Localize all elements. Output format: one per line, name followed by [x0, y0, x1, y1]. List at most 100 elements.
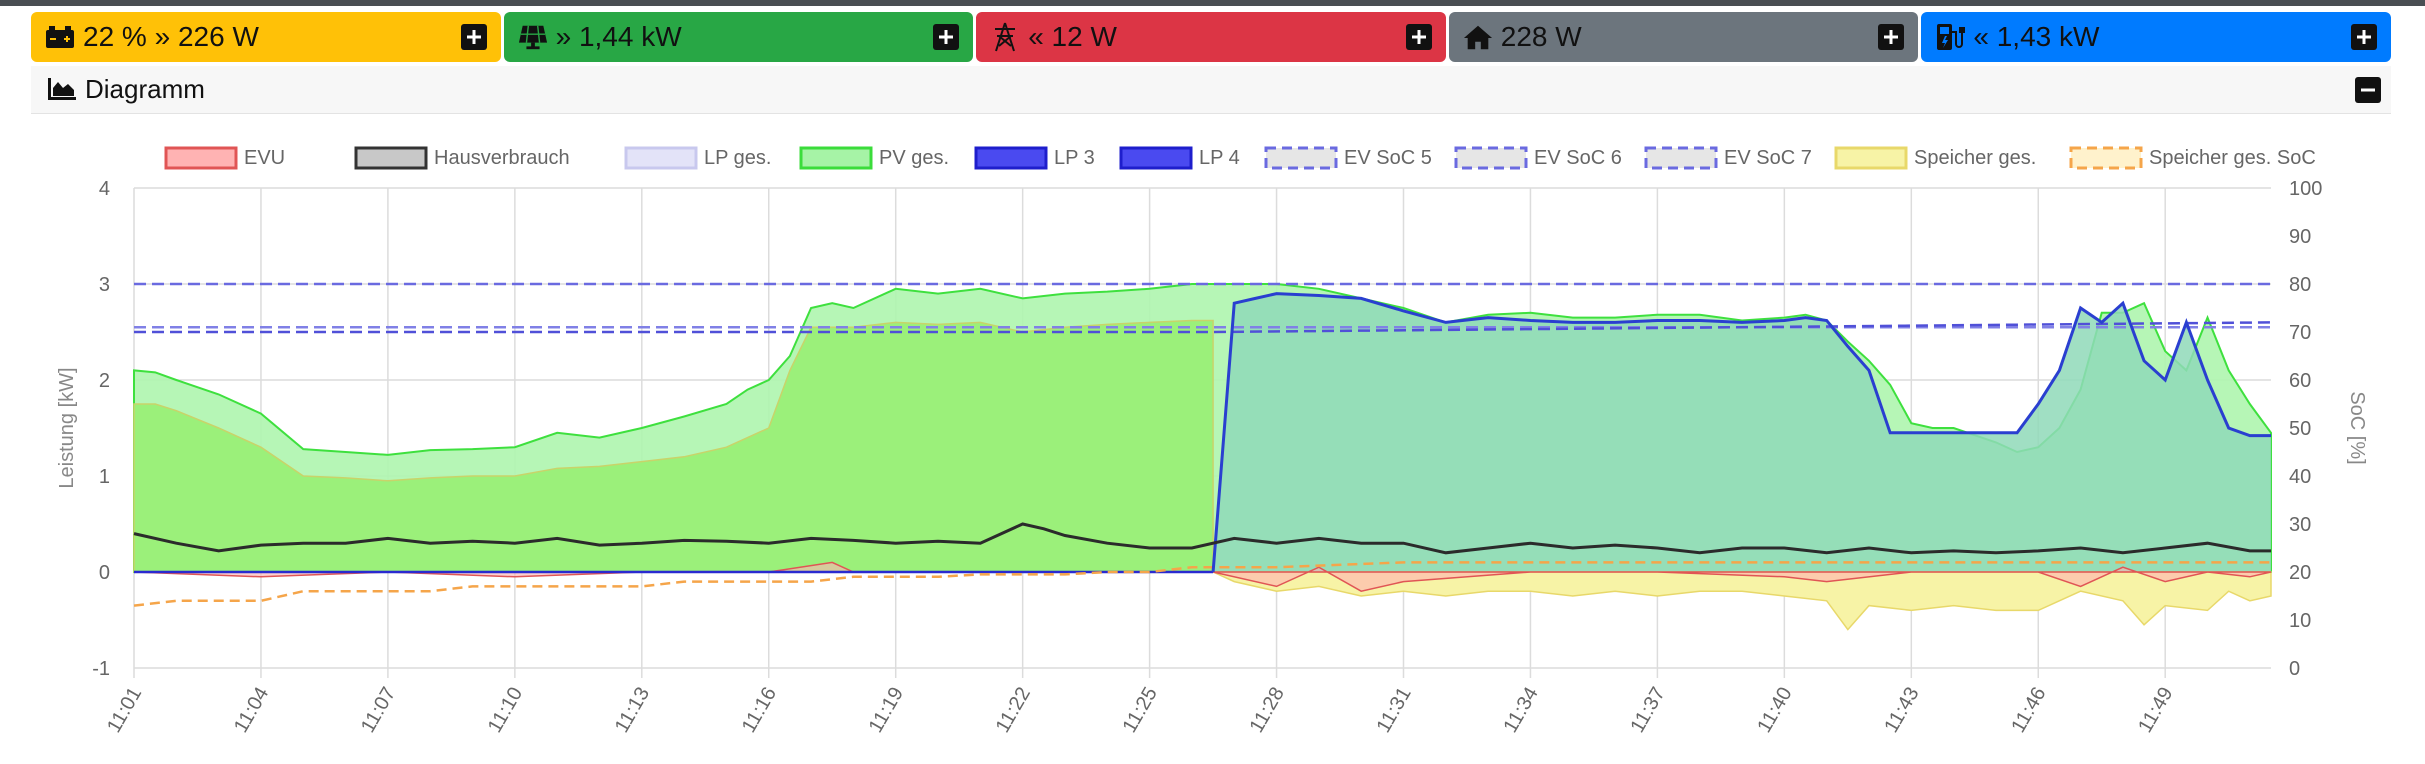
- y-tick-label: 2: [99, 370, 110, 392]
- legend-label: Speicher ges.: [1914, 147, 2036, 169]
- y-tick-label: 0: [99, 562, 110, 584]
- legend-item[interactable]: LP 4: [1119, 146, 1240, 170]
- legend-item[interactable]: EVU: [164, 146, 285, 170]
- legend-label: PV ges.: [879, 147, 949, 169]
- solar-panel-icon: [518, 22, 548, 52]
- y-tick-label: 3: [99, 274, 110, 296]
- legend-swatch: [799, 146, 873, 170]
- hausverbrauch-line: [133, 522, 2271, 555]
- plus-icon[interactable]: [1405, 24, 1432, 50]
- chart-lines: [133, 282, 2272, 607]
- legend-swatch: [354, 146, 428, 170]
- status-tiles: 22 % » 226 W » 1,44 kW « 12 W 228 W « 1,…: [31, 12, 2391, 62]
- legend-item[interactable]: LP 3: [974, 146, 1095, 170]
- legend-item[interactable]: EV SoC 6: [1454, 146, 1622, 170]
- legend-swatch: [624, 146, 698, 170]
- legend-swatch: [1644, 146, 1718, 170]
- storage-area: [1212, 571, 2272, 631]
- lp-3-line: [1211, 292, 2271, 573]
- x-tick-label: 11:34: [1499, 684, 1542, 737]
- x-tick-label: 11:37: [1626, 684, 1669, 737]
- grid-tile[interactable]: « 12 W: [976, 12, 1446, 62]
- legend-item[interactable]: LP ges.: [624, 146, 771, 170]
- x-tick-label: 11:16: [738, 684, 781, 737]
- chargepoint-tile[interactable]: « 1,43 kW: [1921, 12, 2391, 62]
- legend-item[interactable]: PV ges.: [799, 146, 949, 170]
- x-tick-label: 11:13: [611, 684, 654, 737]
- y2-tick-label: 0: [2289, 658, 2300, 680]
- y2-tick-label: 10: [2289, 610, 2311, 632]
- y2-tick-label: 30: [2289, 514, 2311, 536]
- x-tick-label: 11:10: [484, 684, 527, 737]
- x-tick-label: 11:43: [1880, 684, 1923, 737]
- x-tick-label: 11:49: [2134, 684, 2177, 737]
- chart-area: EVU Hausverbrauch LP ges. PV ges. LP 3 LP 4 EV…: [31, 130, 2391, 759]
- house-value: 228 W: [1500, 21, 1582, 52]
- x-tick-label: 11:28: [1246, 684, 1289, 737]
- y2-tick-label: 20: [2289, 562, 2311, 584]
- legend-item[interactable]: Speicher ges.: [1834, 146, 2036, 170]
- x-tick-label: 11:19: [865, 684, 908, 737]
- legend-swatch: [1119, 146, 1193, 170]
- pv-inner-area: [133, 319, 1214, 573]
- y2-tick-label: 90: [2289, 226, 2311, 248]
- x-tick-label: 11:04: [230, 684, 273, 737]
- legend-label: EV SoC 6: [1534, 147, 1622, 169]
- y-tick-label: -1: [92, 658, 110, 680]
- y2-tick-label: 100: [2289, 178, 2322, 200]
- legend-label: Hausverbrauch: [434, 147, 570, 169]
- power-chart: EVU Hausverbrauch LP ges. PV ges. LP 3 LP 4 EV…: [56, 146, 2368, 737]
- legend-label: LP 4: [1199, 147, 1240, 169]
- x-tick-label: 11:31: [1372, 684, 1415, 737]
- lp-area: [1213, 293, 2271, 572]
- pv-tile[interactable]: » 1,44 kW: [503, 12, 974, 62]
- y2-tick-label: 80: [2289, 274, 2311, 296]
- x-tick-label: 11:22: [992, 684, 1035, 737]
- y-axis-label: Leistung [kW]: [56, 367, 78, 488]
- legend-item[interactable]: Hausverbrauch: [354, 146, 570, 170]
- chart-card-header: Diagramm: [31, 66, 2391, 114]
- plus-icon[interactable]: [933, 24, 960, 50]
- x-tick-label: 11:40: [1753, 684, 1796, 737]
- legend-swatch: [2069, 146, 2143, 170]
- battery-value: 22 % » 226 W: [83, 21, 259, 52]
- top-bar: [0, 0, 2425, 6]
- legend-swatch: [974, 146, 1048, 170]
- y2-axis-label: SoC [%]: [2346, 391, 2368, 464]
- legend-label: EV SoC 7: [1724, 147, 1812, 169]
- storage-soc-line: [133, 561, 2271, 607]
- legend-swatch: [1454, 146, 1528, 170]
- legend-swatch: [164, 146, 238, 170]
- collapse-icon[interactable]: [2355, 77, 2381, 103]
- chart-legend: EVU Hausverbrauch LP ges. PV ges. LP 3 LP 4 EV…: [164, 146, 2316, 170]
- battery-tile[interactable]: 22 % » 226 W: [31, 12, 501, 62]
- legend-label: Speicher ges. SoC: [2149, 147, 2316, 169]
- legend-label: LP ges.: [704, 147, 771, 169]
- house-icon: [1463, 22, 1493, 52]
- house-tile[interactable]: 228 W: [1448, 12, 1919, 62]
- plus-icon[interactable]: [460, 24, 487, 50]
- legend-label: LP 3: [1054, 147, 1095, 169]
- legend-label: EV SoC 5: [1344, 147, 1432, 169]
- battery-icon: [45, 22, 75, 52]
- pv-value: » 1,44 kW: [555, 21, 682, 52]
- y2-tick-label: 50: [2289, 418, 2311, 440]
- y2-tick-label: 70: [2289, 322, 2311, 344]
- grid-value: « 12 W: [1028, 21, 1117, 52]
- x-tick-label: 11:25: [1119, 684, 1162, 737]
- charging-station-icon: [1935, 22, 1966, 52]
- x-tick-label: 11:07: [357, 684, 400, 737]
- chargepoint-value: « 1,43 kW: [1973, 21, 2100, 52]
- legend-item[interactable]: EV SoC 7: [1644, 146, 1812, 170]
- legend-item[interactable]: Speicher ges. SoC: [2069, 146, 2316, 170]
- plus-icon[interactable]: [2350, 24, 2377, 50]
- plus-icon[interactable]: [1878, 24, 1905, 50]
- area-chart-icon: [47, 76, 77, 104]
- power-pylon-icon: [990, 22, 1020, 52]
- legend-item[interactable]: EV SoC 5: [1264, 146, 1432, 170]
- legend-swatch: [1264, 146, 1338, 170]
- x-tick-label: 11:46: [2007, 683, 2050, 736]
- legend-label: EVU: [244, 147, 285, 169]
- ev-soc-7-line: [134, 321, 2272, 334]
- chart-card-title: Diagramm: [85, 74, 205, 104]
